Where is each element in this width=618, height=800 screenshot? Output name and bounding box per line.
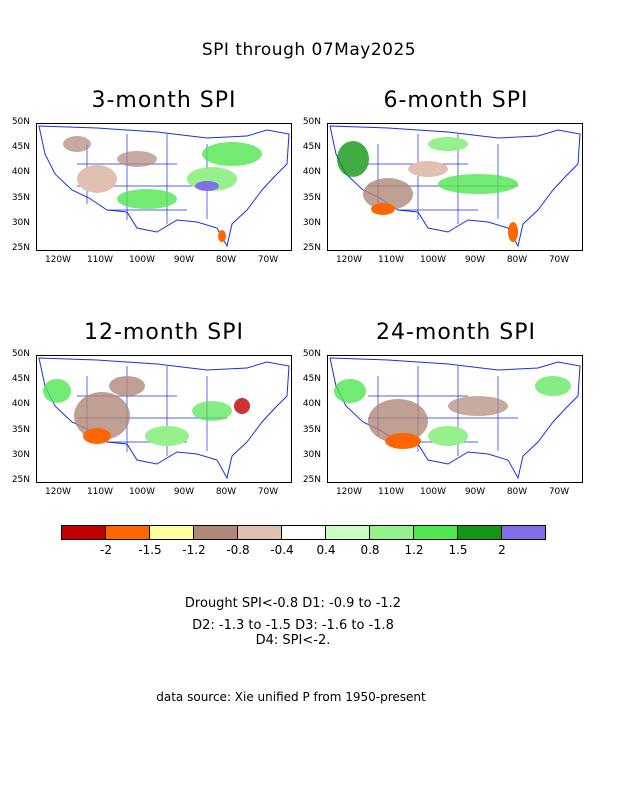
legend-swatch	[457, 525, 502, 540]
lon-tick: 110W	[377, 487, 405, 497]
lon-tick: 120W	[44, 255, 72, 265]
data-source-note: data source: Xie unified P from 1950-pre…	[156, 690, 426, 704]
lon-tick: 90W	[464, 487, 486, 497]
lat-tick: 40N	[302, 399, 321, 409]
lat-tick: 30N	[11, 218, 30, 228]
lon-tick: 90W	[173, 487, 195, 497]
legend-label: -0.4	[270, 543, 294, 557]
lon-tick: 70W	[548, 255, 570, 265]
lat-tick: 50N	[11, 349, 30, 359]
usa-map-24month	[329, 357, 581, 480]
lon-tick: 80W	[215, 487, 237, 497]
legend-label: 2	[498, 543, 506, 557]
lat-tick: 40N	[11, 399, 30, 409]
legend-labels: -2 -1.5 -1.2 -0.8 -0.4 0.4 0.8 1.2 1.5 2	[62, 543, 557, 559]
lat-tick: 45N	[302, 374, 321, 384]
lat-tick: 25N	[302, 475, 321, 485]
legend-label: 1.5	[448, 543, 468, 557]
lon-tick: 110W	[86, 487, 114, 497]
lon-tick: 80W	[506, 487, 528, 497]
lat-tick: 25N	[11, 243, 30, 253]
lon-tick: 70W	[548, 487, 570, 497]
legend-swatch	[501, 525, 546, 540]
lon-tick: 80W	[215, 255, 237, 265]
lat-tick: 35N	[11, 425, 30, 435]
lon-tick: 90W	[173, 255, 195, 265]
lon-tick: 100W	[128, 487, 156, 497]
legend-label: -0.8	[226, 543, 250, 557]
legend-swatch	[105, 525, 150, 540]
usa-map-3month	[38, 125, 290, 248]
drought-note-line1: Drought SPI<-0.8 D1: -0.9 to -1.2	[184, 596, 402, 611]
map-3month	[36, 123, 292, 251]
lat-tick: 35N	[11, 193, 30, 203]
lat-tick: 35N	[302, 425, 321, 435]
legend-label: -1.5	[138, 543, 162, 557]
lon-tick: 70W	[257, 487, 279, 497]
page-title: SPI through 07May2025	[201, 40, 417, 60]
legend-swatch	[325, 525, 370, 540]
panel-title-3month: 3-month SPI	[91, 88, 237, 113]
panel-title-24month: 24-month SPI	[375, 320, 537, 345]
lat-tick: 30N	[302, 450, 321, 460]
lon-tick: 110W	[86, 255, 114, 265]
drought-note-line2: D2: -1.3 to -1.5 D3: -1.6 to -1.8	[192, 618, 394, 633]
lon-tick: 100W	[128, 255, 156, 265]
lat-tick: 30N	[11, 450, 30, 460]
lon-tick: 100W	[419, 255, 447, 265]
lon-tick: 120W	[335, 255, 363, 265]
legend-swatch	[193, 525, 238, 540]
legend-label: 1.2	[404, 543, 424, 557]
lat-tick: 30N	[302, 218, 321, 228]
lat-tick: 45N	[302, 142, 321, 152]
lat-tick: 25N	[11, 475, 30, 485]
lon-tick: 70W	[257, 255, 279, 265]
legend-label: -2	[100, 543, 112, 557]
legend-swatch	[237, 525, 282, 540]
lon-tick: 80W	[506, 255, 528, 265]
lat-tick: 45N	[11, 374, 30, 384]
usa-map-6month	[329, 125, 581, 248]
legend-label: 0.8	[360, 543, 380, 557]
lat-tick: 35N	[302, 193, 321, 203]
drought-note-line3: D4: SPI<-2.	[255, 633, 331, 648]
lon-tick: 100W	[419, 487, 447, 497]
map-6month	[327, 123, 583, 251]
lon-tick: 110W	[377, 255, 405, 265]
legend-swatch	[281, 525, 326, 540]
map-12month	[36, 355, 292, 483]
panel-title-6month: 6-month SPI	[383, 88, 529, 113]
legend-label: -1.2	[182, 543, 206, 557]
usa-map-12month	[38, 357, 290, 480]
panel-title-12month: 12-month SPI	[83, 320, 245, 345]
color-legend	[61, 525, 546, 540]
legend-swatch	[149, 525, 194, 540]
lon-tick: 90W	[464, 255, 486, 265]
lat-tick: 50N	[11, 117, 30, 127]
legend-swatch	[369, 525, 414, 540]
legend-swatch	[413, 525, 458, 540]
lat-tick: 50N	[302, 349, 321, 359]
lon-tick: 120W	[44, 487, 72, 497]
lat-tick: 40N	[302, 167, 321, 177]
lat-tick: 40N	[11, 167, 30, 177]
map-24month	[327, 355, 583, 483]
lon-tick: 120W	[335, 487, 363, 497]
lat-tick: 45N	[11, 142, 30, 152]
lat-tick: 25N	[302, 243, 321, 253]
legend-swatch	[61, 525, 106, 540]
legend-label: 0.4	[316, 543, 336, 557]
lat-tick: 50N	[302, 117, 321, 127]
